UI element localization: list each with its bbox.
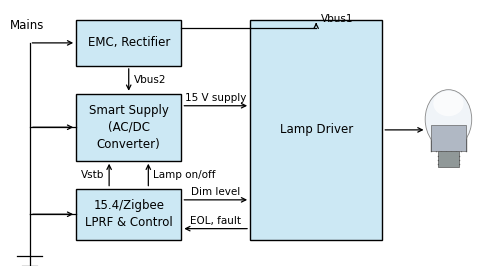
FancyBboxPatch shape (250, 20, 382, 240)
FancyBboxPatch shape (431, 125, 466, 151)
Text: Vbus2: Vbus2 (134, 75, 166, 85)
Text: Lamp on/off: Lamp on/off (153, 170, 216, 180)
Text: Smart Supply
(AC/DC
Converter): Smart Supply (AC/DC Converter) (89, 104, 168, 151)
Text: Vstb: Vstb (81, 170, 104, 180)
Ellipse shape (434, 91, 464, 116)
Text: 15.4/Zigbee
LPRF & Control: 15.4/Zigbee LPRF & Control (85, 199, 172, 229)
Text: EOL, fault: EOL, fault (190, 216, 241, 226)
FancyBboxPatch shape (76, 20, 182, 66)
FancyBboxPatch shape (76, 94, 182, 161)
Text: Mains: Mains (10, 19, 44, 32)
Ellipse shape (425, 90, 472, 149)
Text: Vbus1: Vbus1 (321, 14, 354, 24)
FancyBboxPatch shape (76, 189, 182, 240)
Text: Lamp Driver: Lamp Driver (280, 123, 353, 136)
Text: EMC, Rectifier: EMC, Rectifier (88, 36, 170, 49)
Text: Dim level: Dim level (191, 187, 240, 197)
FancyBboxPatch shape (438, 151, 458, 167)
Text: 15 V supply: 15 V supply (185, 93, 246, 103)
